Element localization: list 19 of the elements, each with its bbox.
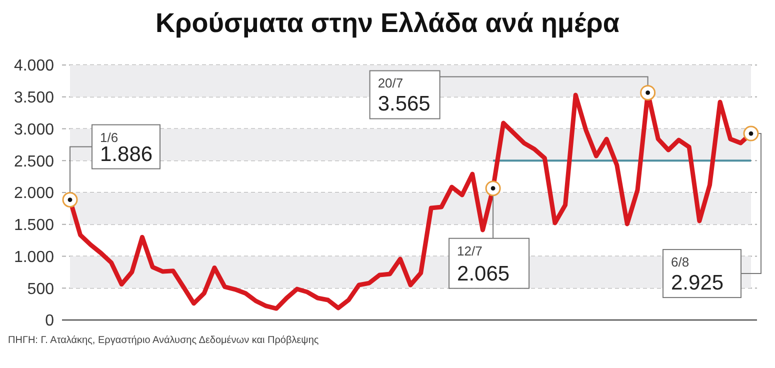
y-tick-label: 3.500 [14,90,54,107]
y-tick-label: 2.500 [14,153,54,170]
y-tick-label: 3.000 [14,121,54,138]
annotation: 6/8 [671,254,690,270]
y-tick-label: 500 [27,280,54,298]
data-label: 2.065 [457,262,510,286]
annotation: 1/6 [100,130,118,145]
annotation: 20/7 [378,76,404,91]
y-tick-label: 4.000 [14,58,54,75]
data-label: 2.925 [671,272,724,295]
text: ΠΗΓΗ: Γ. Αταλάκης, Εργαστήριο Ανάλυσης Δεδομένων και Πρόβλεψης [8,335,319,346]
data-label: 1.886 [100,142,153,166]
annotation: 12/7 [457,243,482,258]
chart-title: Κρούσματα στην Ελλάδα ανά ημέρα [154,8,620,39]
y-tick-label: 1.500 [14,217,54,234]
y-tick-label: 0 [45,312,54,330]
data-label: 3.565 [378,92,430,116]
y-tick-label: 1.000 [14,248,54,266]
y-tick-label: 2.000 [14,185,54,202]
